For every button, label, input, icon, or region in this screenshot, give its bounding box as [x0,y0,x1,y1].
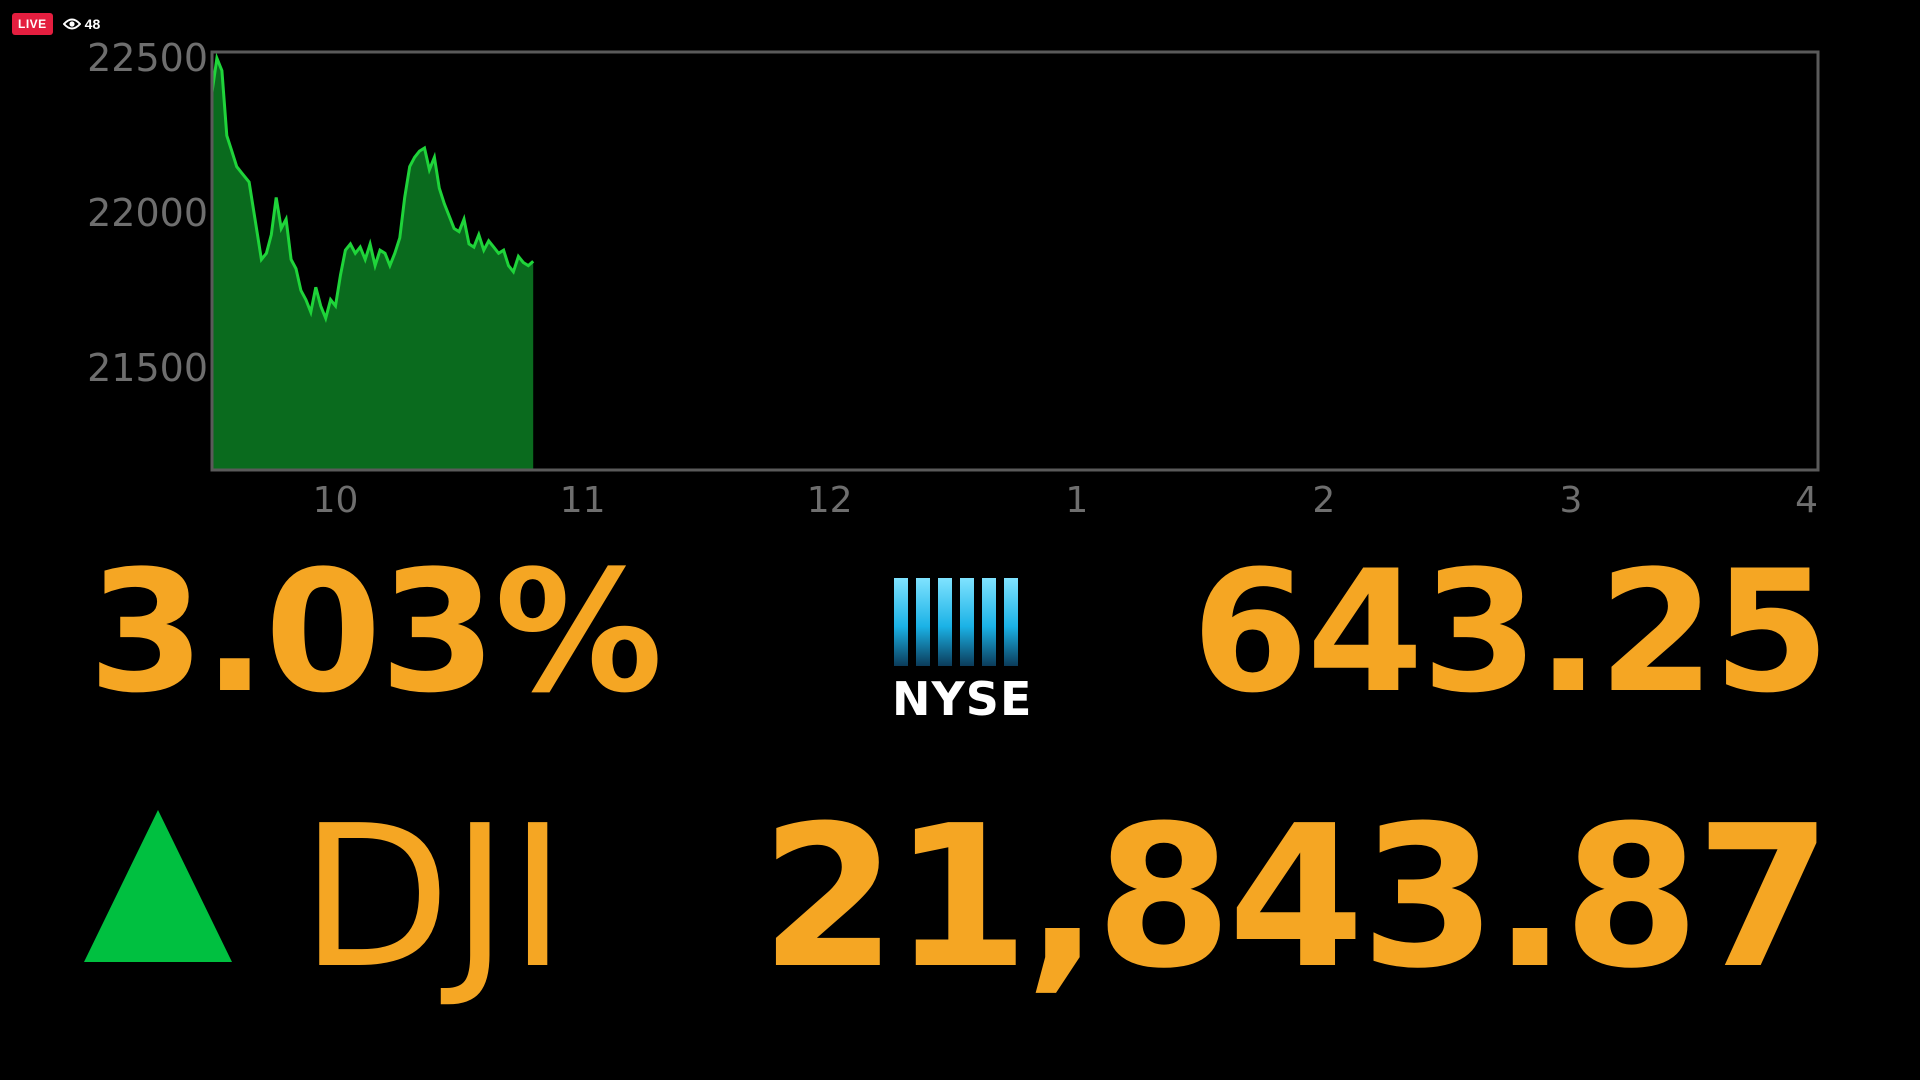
eye-icon [62,18,81,30]
price-line [210,52,535,324]
plot-frame [210,50,1820,472]
y-tick-label: 22500 [87,36,208,80]
x-tick-label: 1 [1065,480,1088,520]
point-change: 643.25 [1191,534,1830,730]
x-tick-label: 11 [560,480,606,520]
viewer-count-value: 48 [84,16,101,32]
nyse-logo: NYSE [892,578,1031,722]
x-tick-label: 12 [807,480,853,520]
up-arrow-icon [84,810,232,962]
ticker-symbol: DJI [300,784,567,1012]
nyse-logo-text: NYSE [892,672,1033,726]
nyse-pillars-icon [894,578,1018,666]
index-price: 21,843.87 [760,784,1832,1012]
x-tick-label: 10 [313,480,359,520]
viewer-count: 48 [62,16,101,32]
y-tick-label: 21500 [87,346,208,390]
x-tick-label: 2 [1312,480,1335,520]
y-tick-label: 22000 [87,191,208,235]
percent-change: 3.03% [88,534,663,730]
x-tick-label: 3 [1559,480,1582,520]
live-indicator: LIVE 48 [12,12,100,36]
price-area-fill [212,58,534,470]
x-tick-label: 4 [1795,480,1818,520]
live-badge: LIVE [12,13,53,35]
